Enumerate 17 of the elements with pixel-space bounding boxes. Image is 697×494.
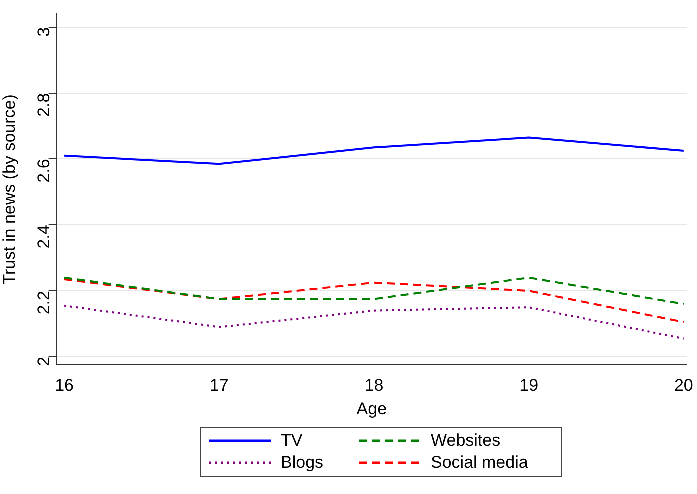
legend-label: Websites (431, 431, 501, 451)
legend-label: Social media (431, 453, 528, 473)
x-tick-label: 16 (55, 376, 74, 396)
y-axis-title: Trust in news (by source) (0, 94, 19, 285)
y-tick-label: 2.4 (34, 225, 54, 249)
y-tick-label: 2.8 (34, 93, 54, 117)
legend-label: TV (281, 431, 303, 451)
x-axis-title: Age (356, 399, 388, 418)
x-tick-label: 20 (674, 376, 694, 396)
y-tick-label: 3 (34, 27, 54, 37)
x-tick-label: 17 (210, 376, 229, 396)
y-tick-label: 2 (34, 356, 54, 366)
y-tick-label: 2.6 (34, 159, 54, 183)
y-tick-label: 2.2 (34, 291, 54, 315)
x-tick-label: 18 (364, 376, 384, 396)
x-tick-label: 19 (520, 376, 539, 396)
legend-label: Blogs (281, 453, 324, 473)
